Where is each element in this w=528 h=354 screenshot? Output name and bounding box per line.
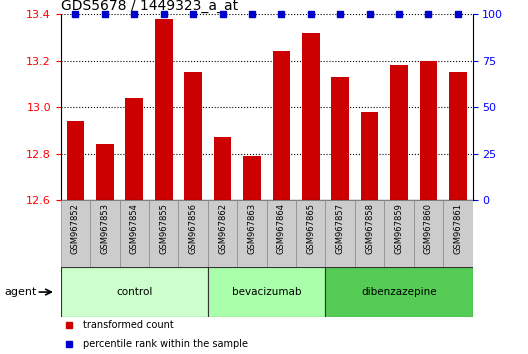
Text: control: control [116, 287, 153, 297]
Bar [61, 200, 90, 267]
Text: GSM967852: GSM967852 [71, 203, 80, 254]
Text: GDS5678 / 1449323_a_at: GDS5678 / 1449323_a_at [61, 0, 238, 13]
Text: agent: agent [5, 287, 37, 297]
Text: GSM967860: GSM967860 [424, 203, 433, 255]
Bar [325, 267, 473, 317]
Text: GSM967856: GSM967856 [188, 203, 197, 255]
Bar [208, 200, 237, 267]
Text: GSM967864: GSM967864 [277, 203, 286, 255]
Text: dibenzazepine: dibenzazepine [361, 287, 437, 297]
Text: percentile rank within the sample: percentile rank within the sample [83, 339, 248, 349]
Bar [119, 200, 149, 267]
Bar [243, 156, 261, 200]
Bar [67, 121, 84, 200]
Bar [155, 19, 173, 200]
Bar [126, 98, 143, 200]
Bar [325, 200, 355, 267]
Bar [296, 200, 325, 267]
Bar [443, 200, 473, 267]
Bar [184, 72, 202, 200]
Text: GSM967861: GSM967861 [454, 203, 463, 255]
Bar [214, 137, 231, 200]
Bar [178, 200, 208, 267]
Bar [149, 200, 178, 267]
Text: transformed count: transformed count [83, 320, 174, 330]
Bar [355, 200, 384, 267]
Bar [420, 61, 437, 200]
Bar [272, 51, 290, 200]
Text: GSM967854: GSM967854 [130, 203, 139, 254]
Bar [449, 72, 467, 200]
Text: GSM967865: GSM967865 [306, 203, 315, 255]
Text: GSM967859: GSM967859 [394, 203, 403, 254]
Bar [237, 200, 267, 267]
Text: GSM967863: GSM967863 [248, 203, 257, 255]
Bar [208, 267, 325, 317]
Text: GSM967858: GSM967858 [365, 203, 374, 255]
Bar [61, 267, 208, 317]
Bar [390, 65, 408, 200]
Text: GSM967855: GSM967855 [159, 203, 168, 254]
Bar [384, 200, 414, 267]
Text: GSM967857: GSM967857 [336, 203, 345, 255]
Bar [414, 200, 443, 267]
Bar [90, 200, 119, 267]
Text: bevacizumab: bevacizumab [232, 287, 301, 297]
Bar [361, 112, 379, 200]
Text: GSM967862: GSM967862 [218, 203, 227, 255]
Bar [302, 33, 319, 200]
Text: GSM967853: GSM967853 [100, 203, 109, 255]
Bar [267, 200, 296, 267]
Bar [96, 144, 114, 200]
Bar [332, 77, 349, 200]
